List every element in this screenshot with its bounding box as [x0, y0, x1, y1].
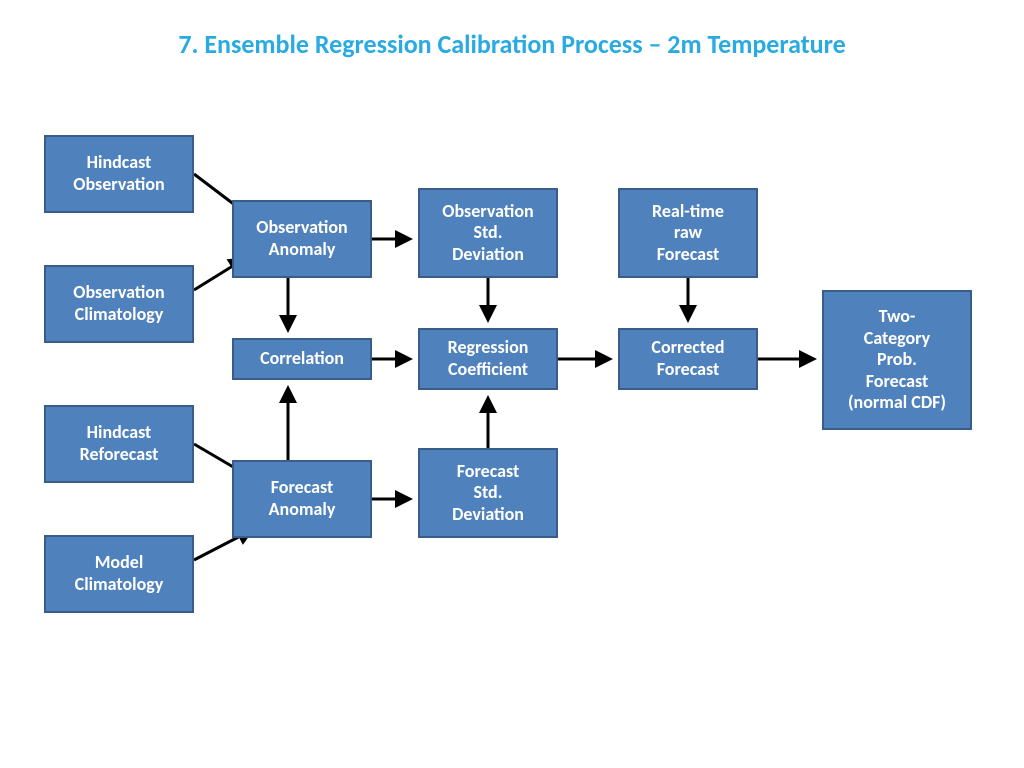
- node-obs-std: ObservationStd.Deviation: [418, 188, 558, 278]
- node-fcst-anomaly: ForecastAnomaly: [232, 460, 372, 538]
- node-realtime: Real-timerawForecast: [618, 188, 758, 278]
- node-obs-climo: ObservationClimatology: [44, 265, 194, 343]
- node-correlation: Correlation: [232, 338, 372, 380]
- node-model-climo: ModelClimatology: [44, 535, 194, 613]
- node-obs-anomaly: ObservationAnomaly: [232, 200, 372, 278]
- node-two-cat: Two-CategoryProb.Forecast(normal CDF): [822, 290, 972, 430]
- node-reg-coef: RegressionCoefficient: [418, 328, 558, 390]
- node-hindcast-ref: HindcastReforecast: [44, 405, 194, 483]
- node-fcst-std: ForecastStd.Deviation: [418, 448, 558, 538]
- page-title: 7. Ensemble Regression Calibration Proce…: [0, 28, 1024, 60]
- node-corrected: CorrectedForecast: [618, 328, 758, 390]
- node-hindcast-obs: HindcastObservation: [44, 135, 194, 213]
